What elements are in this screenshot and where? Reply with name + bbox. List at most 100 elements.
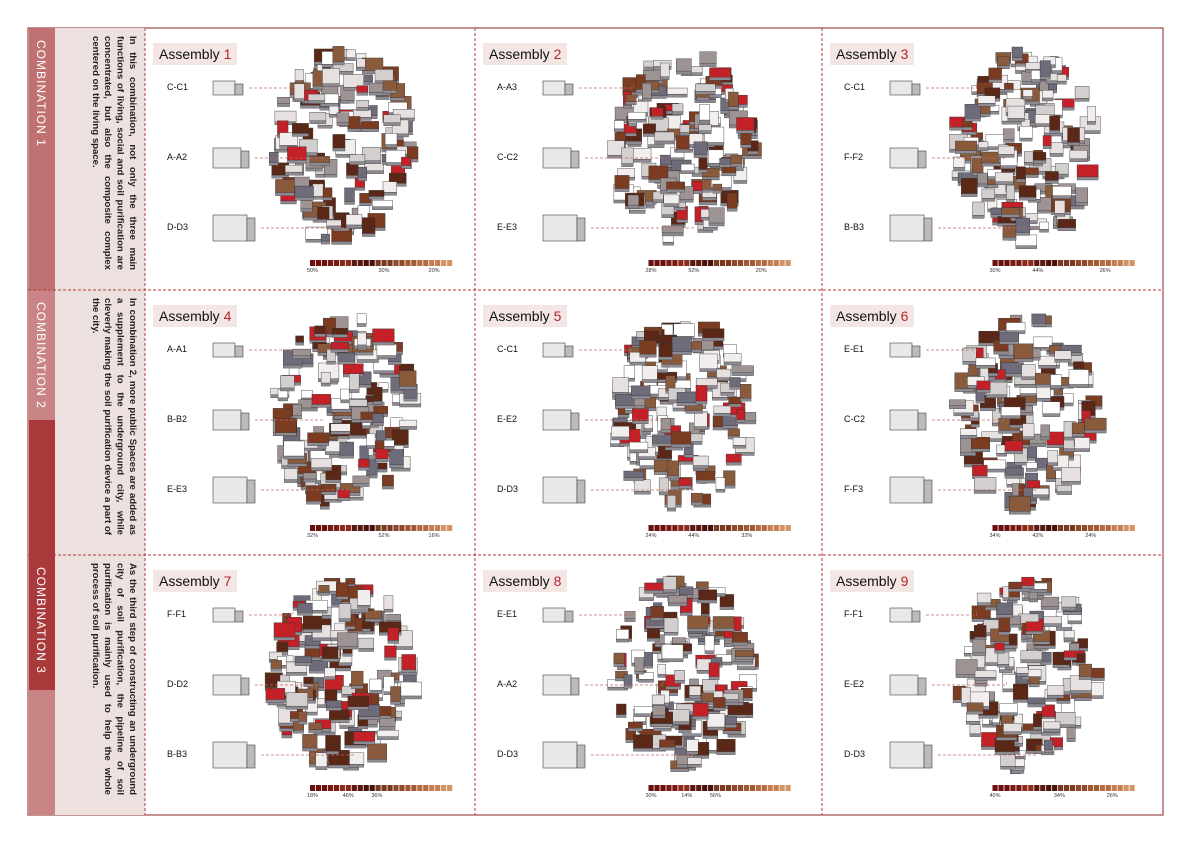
block-side [615, 405, 635, 409]
block [1056, 485, 1072, 492]
block-side [1000, 766, 1016, 770]
block-side [1020, 730, 1043, 734]
connector [938, 752, 1037, 756]
frame [27, 27, 1164, 816]
block [716, 738, 736, 752]
block [678, 477, 692, 486]
module-icon-side [234, 83, 244, 96]
block [693, 141, 708, 155]
assembly-title: Assembly 9 [830, 570, 915, 592]
assembly-title: Assembly 6 [830, 305, 915, 327]
scale-cell [720, 260, 726, 266]
block [391, 429, 409, 445]
block [340, 388, 350, 401]
module-label: C-C2 [497, 152, 519, 162]
block-side [998, 430, 1021, 434]
block [314, 325, 326, 335]
block-side [1078, 676, 1092, 680]
block-side [1008, 511, 1031, 515]
module-icon [889, 607, 913, 623]
block [373, 387, 383, 402]
block [695, 581, 709, 589]
module-icon-side [576, 479, 586, 504]
block-side [632, 420, 649, 424]
block [336, 112, 350, 123]
block [1038, 355, 1057, 366]
block [372, 413, 384, 423]
scale-cell [333, 785, 339, 791]
block [1049, 115, 1061, 131]
module-icon-side [240, 412, 250, 431]
scale-label: 52% [378, 533, 390, 539]
block-side [621, 163, 634, 167]
block-side [695, 400, 708, 405]
assembly-word: Assembly [489, 308, 554, 324]
scale-cell [315, 785, 322, 791]
scale-cell [725, 260, 732, 266]
block [977, 172, 988, 185]
block [401, 156, 412, 166]
block-side [348, 435, 366, 439]
scale-cell [1087, 525, 1093, 531]
scale-cell [696, 785, 702, 791]
block-side [667, 94, 688, 98]
scale-cell [393, 260, 399, 266]
block-side [1067, 142, 1080, 146]
block-side [698, 130, 712, 134]
block-side [290, 718, 299, 722]
block [1032, 488, 1050, 496]
block-side [974, 677, 997, 681]
block [661, 644, 684, 660]
block [1002, 128, 1015, 140]
block-side [373, 370, 395, 374]
scale-cell [737, 785, 744, 791]
scale-cell [1022, 785, 1028, 791]
block-side [361, 425, 371, 429]
scale-cell [423, 260, 429, 266]
block [362, 217, 376, 234]
block-side [613, 663, 625, 667]
scale-cell [761, 525, 767, 531]
block [1022, 89, 1033, 97]
block-side [331, 241, 352, 245]
scale-cell [702, 260, 708, 266]
block [1039, 60, 1051, 77]
block-side [980, 407, 996, 412]
block [650, 606, 664, 618]
block [725, 716, 737, 725]
scale-cell [1075, 785, 1082, 791]
assembly-number: 2 [553, 46, 562, 62]
block-side [305, 167, 323, 172]
block-side [292, 355, 312, 359]
block-side [1021, 585, 1035, 589]
block [390, 686, 401, 702]
module-icon-side [246, 744, 256, 769]
block [1066, 727, 1076, 740]
block [356, 58, 366, 68]
block-side [730, 163, 743, 167]
block-side [712, 397, 728, 401]
scale-cell [435, 260, 441, 266]
block [1021, 364, 1036, 378]
block [349, 399, 368, 407]
block [295, 335, 304, 343]
scale-cell [333, 260, 339, 266]
block-side [960, 435, 978, 439]
scale-cell [725, 785, 732, 791]
block-side [349, 161, 366, 165]
block-side [702, 735, 718, 739]
block [1052, 186, 1072, 197]
block-side [373, 401, 383, 405]
block [697, 589, 718, 601]
block [307, 93, 326, 101]
scale-cell [1093, 785, 1099, 791]
module-label: B-B3 [167, 749, 188, 759]
connector [932, 419, 1007, 421]
block-side [1015, 245, 1037, 249]
combination-label: COMBINATION 2 [34, 302, 48, 409]
block [375, 448, 389, 460]
block [961, 687, 971, 704]
block-side [320, 103, 339, 107]
block [377, 462, 388, 470]
scale-cell [755, 525, 761, 531]
